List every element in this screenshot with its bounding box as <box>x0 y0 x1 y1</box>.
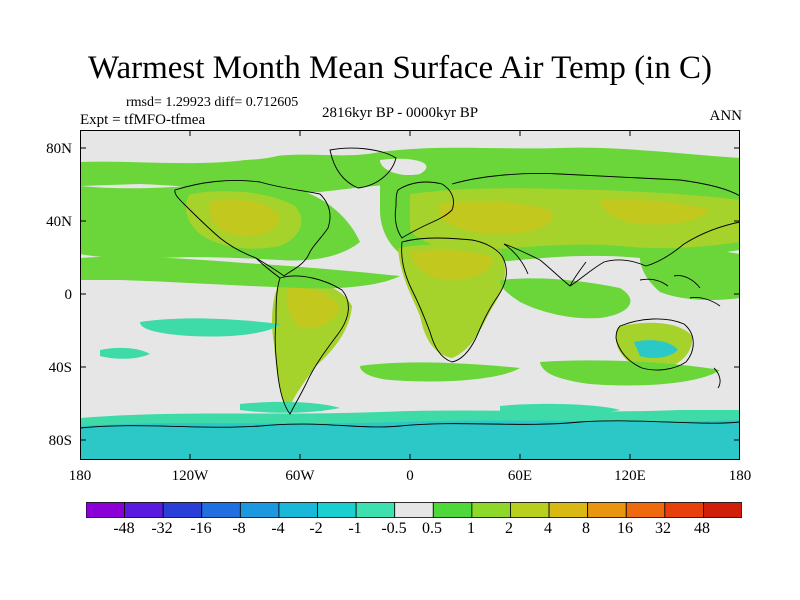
coast-south-america <box>274 275 349 415</box>
colorbar-swatch <box>548 502 589 518</box>
coast-asia <box>451 173 740 287</box>
colorbar-swatch <box>625 502 666 518</box>
lon-label-120w: 120W <box>171 468 209 484</box>
field-south-pacific-2 <box>100 347 150 359</box>
lon-label-180w: 180 <box>68 468 92 484</box>
lon-label-120e: 120E <box>614 468 646 484</box>
field-tropical-north <box>80 256 400 289</box>
season-label: ANN <box>709 108 743 124</box>
colorbar-label: -16 <box>190 520 212 537</box>
colorbar-label: -8 <box>232 520 246 537</box>
colorbar-label: 8 <box>582 520 590 537</box>
field-maritime <box>639 249 740 300</box>
colorbar-label: 1 <box>467 520 475 537</box>
experiment-label: Expt = tfMFO-tfmea <box>80 112 206 128</box>
colorbar-swatch <box>86 502 125 518</box>
field-south-pacific-1 <box>140 318 280 337</box>
colorbar-label: 32 <box>655 520 671 537</box>
colorbar-swatch <box>124 502 164 518</box>
colorbar-swatch <box>587 502 627 518</box>
colorbar-swatch <box>317 502 357 518</box>
field-arctic-gap <box>170 142 427 176</box>
coast-australia <box>615 318 694 371</box>
colorbar-label: -4 <box>271 520 285 537</box>
lat-label-80s: 80S <box>48 433 72 449</box>
colorbar <box>86 502 742 518</box>
coast-north-america <box>174 180 331 277</box>
colorbar-label: 4 <box>544 520 552 537</box>
colorbar-label: -48 <box>113 520 135 537</box>
field-australia-cool <box>634 340 678 358</box>
colorbar-swatch <box>664 502 704 518</box>
coast-greenland <box>329 147 397 189</box>
colorbar-label: 2 <box>505 520 513 537</box>
map-ticks <box>80 130 740 460</box>
coast-new-zealand <box>713 367 721 389</box>
coast-antarctica <box>80 420 740 429</box>
rmsd-diff-stats: rmsd= 1.29923 diff= 0.712605 <box>126 95 299 110</box>
field-indian-ocean <box>500 278 631 319</box>
field-sahara <box>410 250 494 280</box>
field-na-warmer <box>209 199 280 237</box>
coast-maritime <box>639 275 721 307</box>
map-title: Warmest Month Mean Surface Air Temp (in … <box>87 50 713 86</box>
colorbar-swatch <box>162 502 203 518</box>
colorbar-swatch <box>239 502 280 518</box>
lon-label-0: 0 <box>406 468 414 484</box>
field-antarctic-patches <box>240 401 620 415</box>
colorbar-swatch <box>471 502 511 518</box>
colorbar-swatch <box>355 502 396 518</box>
coast-africa <box>401 237 507 363</box>
period-label: 2816kyr BP - 0000kyr BP <box>322 105 479 121</box>
colorbar-swatch <box>201 502 241 518</box>
colorbar-swatch <box>703 502 742 518</box>
coast-central-america <box>255 257 281 279</box>
coast-europe <box>394 181 454 239</box>
field-south-atlantic <box>360 362 520 382</box>
colorbar-label: -32 <box>151 520 173 537</box>
colorbar-swatch <box>432 502 473 518</box>
colorbar-label: -1 <box>348 520 362 537</box>
lon-label-60e: 60E <box>507 468 533 484</box>
colorbar-swatch <box>510 502 550 518</box>
coast-arabia-india <box>503 243 587 287</box>
field-south-indian <box>540 360 720 386</box>
lat-label-80n: 80N <box>46 141 72 157</box>
coastlines <box>80 147 740 429</box>
field-sa-warm <box>286 285 340 329</box>
colorbar-label: 48 <box>694 520 710 537</box>
lat-label-40n: 40N <box>46 214 72 230</box>
colorbar-label: -0.5 <box>381 520 407 537</box>
field-antarctica <box>80 420 740 460</box>
lat-label-0: 0 <box>64 287 73 303</box>
colorbar-label: -2 <box>309 520 323 537</box>
colorbar-swatch <box>394 502 434 518</box>
lon-label-60w: 60W <box>285 468 315 484</box>
colorbar-label: 0.5 <box>422 520 442 537</box>
colorbar-swatch <box>278 502 318 518</box>
field-eurasia-warmer <box>440 199 710 235</box>
colorbar-label: 16 <box>617 520 633 537</box>
lat-label-40s: 40S <box>48 360 72 376</box>
lon-label-180e: 180 <box>728 468 752 484</box>
temperature-difference-map <box>80 130 740 460</box>
